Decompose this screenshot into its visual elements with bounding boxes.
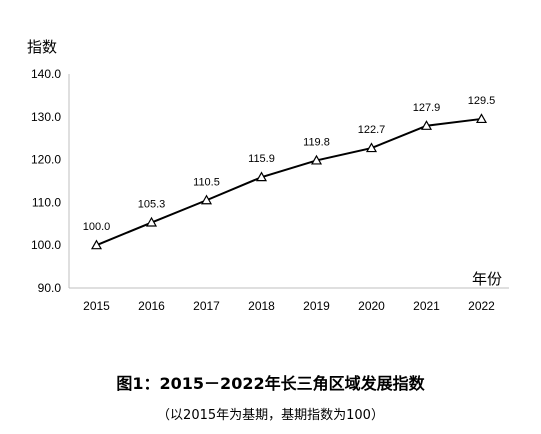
chart-title: 图1：2015－2022年长三角区域发展指数 [116, 374, 425, 393]
x-axis-title: 年份 [472, 270, 503, 288]
triangle-marker [255, 171, 268, 182]
x-tick-label: 2015 [83, 299, 110, 313]
data-label: 100.0 [83, 221, 111, 233]
x-tick-label: 2016 [138, 299, 165, 313]
triangle-marker [200, 194, 213, 205]
data-labels: 100.0 105.3 110.5 115.9 119.8 122.7 127.9 129.5 [83, 95, 496, 233]
data-label: 115.9 [248, 153, 275, 165]
x-tick-label: 2017 [193, 299, 220, 313]
y-tick-label: 110.0 [32, 195, 61, 209]
y-axis-title: 指数 [27, 38, 58, 56]
triangle-marker [310, 154, 323, 165]
chart-subtitle: （以2015年为基期，基期指数为100） [157, 408, 384, 423]
series-markers [90, 113, 488, 250]
data-label: 110.5 [193, 176, 220, 188]
data-label: 119.8 [303, 136, 330, 148]
series-line [96, 117, 482, 247]
triangle-marker [475, 113, 488, 124]
y-tick-label: 120.0 [31, 153, 61, 167]
data-label: 129.5 [468, 95, 496, 107]
y-tick-label: 90.0 [38, 281, 62, 295]
y-tick-label: 100.0 [31, 238, 61, 252]
x-tick-label: 2022 [468, 299, 495, 313]
y-tick-label: 130.0 [31, 110, 61, 124]
x-tick-label: 2020 [358, 299, 385, 313]
y-tick-label: 140.0 [31, 67, 61, 81]
chart-axes [68, 74, 509, 289]
data-label: 105.3 [138, 199, 166, 211]
y-tick-labels: 90.0 100.0 110.0 120.0 130.0 140.0 [31, 67, 61, 295]
x-tick-label: 2019 [303, 299, 330, 313]
data-label: 122.7 [358, 124, 386, 136]
triangle-marker [365, 142, 378, 153]
x-tick-labels: 2015 2016 2017 2018 2019 2020 2021 2022 [83, 299, 495, 313]
x-tick-label: 2021 [413, 299, 440, 313]
data-label: 127.9 [413, 102, 441, 114]
triangle-marker [90, 239, 103, 250]
triangle-marker [420, 120, 433, 130]
triangle-marker [145, 216, 158, 227]
x-tick-label: 2018 [248, 299, 275, 313]
series-polyline [96, 117, 482, 247]
